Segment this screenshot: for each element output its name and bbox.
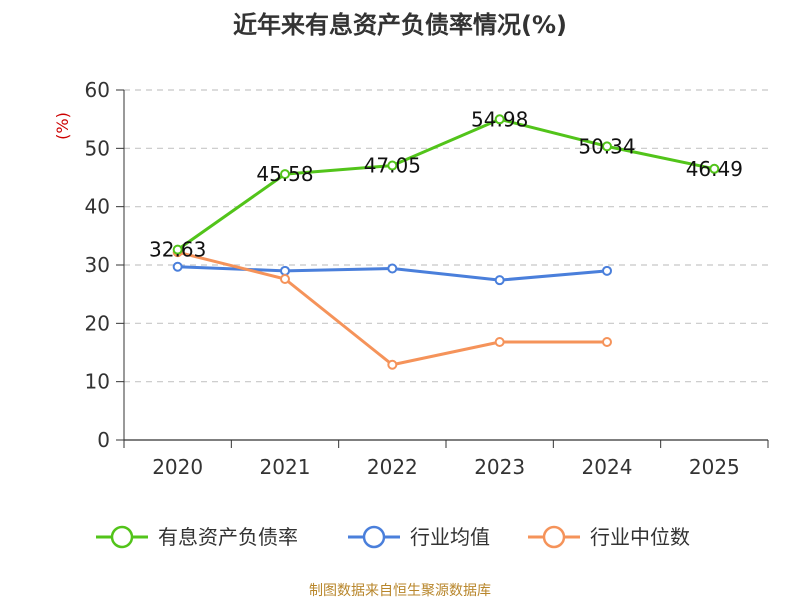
data-point[interactable]: [709, 163, 720, 174]
series-0: [172, 114, 720, 255]
data-point[interactable]: [387, 160, 398, 171]
data-point[interactable]: [494, 337, 505, 347]
legend-label: 行业中位数: [590, 525, 690, 549]
x-tick-label: 2022: [367, 455, 418, 479]
data-point[interactable]: [172, 244, 183, 255]
data-label: 54.98: [471, 107, 528, 131]
axes: 0 10 20 30 40 50 60 2020 2021 2022 2023 2024 2025: [85, 78, 769, 479]
data-label: 46.49: [686, 157, 743, 181]
legend-swatch-marker: [110, 525, 134, 549]
y-tick-label: 60: [85, 78, 110, 102]
source-note: 制图数据来自恒生聚源数据库: [309, 583, 491, 599]
data-point[interactable]: [602, 337, 612, 347]
gridlines: [124, 89, 768, 383]
legend-label: 行业均值: [410, 525, 490, 549]
series-1: [172, 261, 612, 286]
series-lines: [172, 114, 720, 370]
data-point[interactable]: [494, 275, 505, 286]
data-point[interactable]: [280, 274, 290, 284]
y-tick-label: 0: [97, 428, 110, 452]
y-tick-label: 40: [85, 195, 110, 219]
data-label: 32.63: [149, 238, 206, 262]
legend-item[interactable]: 行业中位数: [528, 525, 690, 549]
x-tick-label: 2020: [152, 455, 203, 479]
data-label: 47.05: [364, 154, 421, 178]
legend-label: 有息资产负债率: [158, 525, 298, 549]
x-tick-label: 2021: [260, 455, 311, 479]
data-point[interactable]: [172, 261, 183, 272]
data-point[interactable]: [280, 265, 290, 276]
y-tick-label: 10: [85, 370, 110, 394]
y-tick-label: 20: [85, 311, 110, 335]
x-tick-label: 2025: [689, 455, 740, 479]
legend-swatch-marker: [542, 525, 566, 549]
data-point[interactable]: [602, 265, 612, 276]
series-line: [176, 117, 716, 252]
y-tick-label: 50: [85, 136, 110, 160]
data-labels: 32.63 45.58 47.05 54.98 50.34 46.49: [149, 107, 743, 261]
y-axis-unit-label: (%): [53, 112, 72, 140]
data-label: 50.34: [578, 134, 635, 158]
data-point[interactable]: [494, 114, 505, 125]
y-tick-label: 30: [85, 253, 110, 277]
data-point[interactable]: [387, 359, 398, 370]
legend-item[interactable]: 行业均值: [348, 525, 490, 549]
data-point[interactable]: [602, 141, 612, 152]
legend-swatch-marker: [362, 525, 386, 549]
data-label: 45.58: [256, 162, 313, 186]
chart-title: 近年来有息资产负债率情况(%): [233, 11, 567, 39]
x-tick-label: 2024: [582, 455, 633, 479]
data-point[interactable]: [280, 169, 290, 180]
data-point[interactable]: [387, 263, 398, 274]
x-tick-label: 2023: [474, 455, 525, 479]
legend-item[interactable]: 有息资产负债率: [96, 525, 298, 549]
legend[interactable]: 有息资产负债率 行业均值 行业中位数: [96, 525, 690, 549]
